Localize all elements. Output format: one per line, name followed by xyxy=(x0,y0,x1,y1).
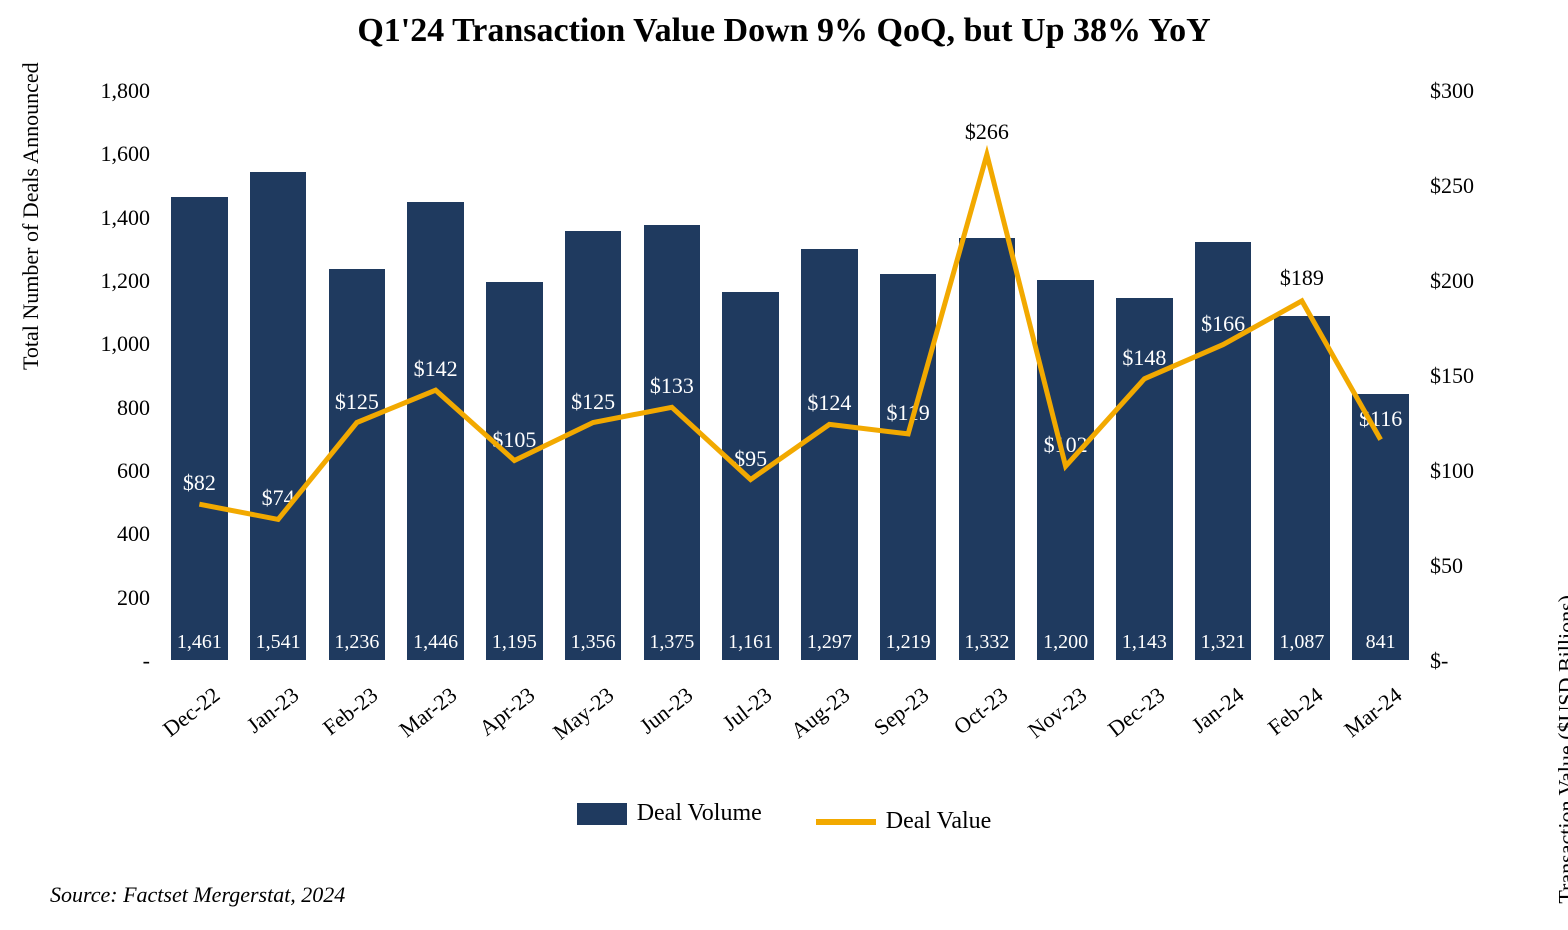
x-axis-tick: Apr-23 xyxy=(461,682,540,752)
chart-legend: Deal Volume Deal Value xyxy=(0,800,1568,835)
x-axis-tick: May-23 xyxy=(540,682,619,752)
legend-line-deal-value xyxy=(816,819,876,825)
y-left-tick: - xyxy=(60,648,150,674)
y-left-tick: 200 xyxy=(60,585,150,611)
y-left-tick: 1,200 xyxy=(60,268,150,294)
y-right-tick: $- xyxy=(1430,648,1520,674)
legend-item-deal-value: Deal Value xyxy=(816,808,992,835)
y-axis-left-label: Total Number of Deals Announced xyxy=(18,62,44,370)
x-axis-tick: Nov-23 xyxy=(1013,682,1092,752)
legend-label-deal-volume: Deal Volume xyxy=(637,800,762,827)
chart-title: Q1'24 Transaction Value Down 9% QoQ, but… xyxy=(0,12,1568,50)
y-right-tick: $250 xyxy=(1430,173,1520,199)
y-right-tick: $200 xyxy=(1430,268,1520,294)
y-left-tick: 800 xyxy=(60,395,150,421)
x-axis-tick: Feb-24 xyxy=(1249,682,1328,752)
y-right-tick: $100 xyxy=(1430,458,1520,484)
legend-swatch-deal-volume xyxy=(577,803,627,825)
x-axis-tick: Oct-23 xyxy=(934,682,1013,752)
y-left-tick: 1,400 xyxy=(60,205,150,231)
x-axis-tick: Mar-23 xyxy=(383,682,462,752)
x-axis-tick: Mar-24 xyxy=(1328,682,1407,752)
x-axis-tick: Dec-22 xyxy=(146,682,225,752)
x-axis-tick: Feb-23 xyxy=(304,682,383,752)
legend-label-deal-value: Deal Value xyxy=(886,808,992,835)
legend-item-deal-volume: Deal Volume xyxy=(577,800,762,827)
y-right-tick: $150 xyxy=(1430,363,1520,389)
y-left-tick: 1,800 xyxy=(60,78,150,104)
y-right-tick: $50 xyxy=(1430,553,1520,579)
x-axis-tick: Jul-23 xyxy=(698,682,777,752)
x-axis-tick: Jan-24 xyxy=(1170,682,1249,752)
x-axis-tick: Jan-23 xyxy=(225,682,304,752)
y-left-tick: 1,600 xyxy=(60,141,150,167)
x-axis-tick: Dec-23 xyxy=(1091,682,1170,752)
y-left-tick: 1,000 xyxy=(60,331,150,357)
deal-value-line xyxy=(160,90,1420,660)
x-axis-tick: Sep-23 xyxy=(855,682,934,752)
y-axis-right-label: Transaction Value ($USD Billions) xyxy=(1554,595,1568,904)
y-right-tick: $300 xyxy=(1430,78,1520,104)
y-left-tick: 600 xyxy=(60,458,150,484)
x-axis-tick: Jun-23 xyxy=(619,682,698,752)
y-left-tick: 400 xyxy=(60,521,150,547)
chart-source: Source: Factset Mergerstat, 2024 xyxy=(50,882,345,908)
chart-plot-area: -2004006008001,0001,2001,4001,6001,800$-… xyxy=(160,90,1420,660)
x-axis-tick: Aug-23 xyxy=(776,682,855,752)
